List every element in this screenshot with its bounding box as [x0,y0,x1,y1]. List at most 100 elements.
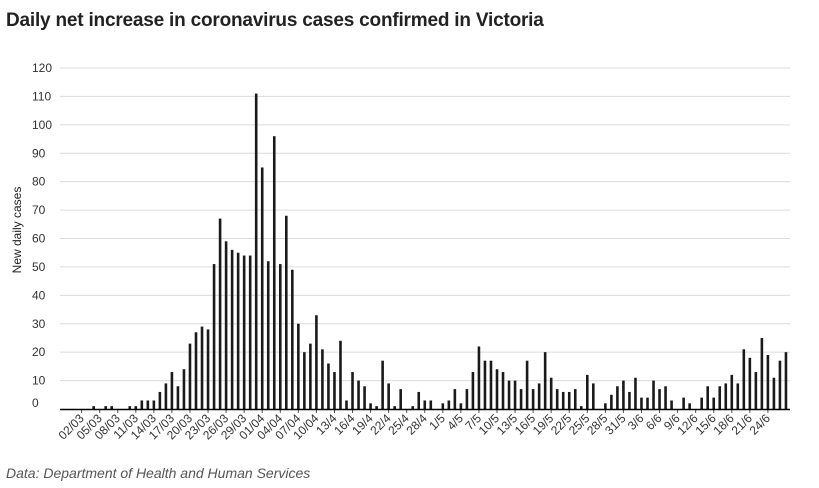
bar [501,372,505,409]
y-tick-label: 100 [32,118,52,132]
bar [712,397,716,409]
y-tick-label: 80 [32,175,46,189]
bar [321,349,324,409]
bar [652,380,655,409]
y-tick-label: 30 [32,317,46,331]
bar [206,329,210,409]
bar [507,380,511,409]
bars [92,93,788,409]
bar [278,264,282,409]
bar [519,389,523,409]
data-source-note: Data: Department of Health and Human Ser… [6,465,311,481]
bar [471,372,475,409]
y-tick-label: 120 [32,61,52,75]
bar [592,383,595,409]
bar [634,377,637,409]
bar [158,391,162,409]
chart-title: Daily net increase in coronavirus cases … [6,10,544,31]
bar [236,252,240,409]
bar [429,400,433,409]
bar [164,383,168,409]
bar [200,326,204,409]
bar [778,360,782,409]
bar [628,391,631,409]
bar [718,386,722,409]
bar [218,218,222,409]
bar [513,380,517,409]
bar [610,394,613,409]
y-tick-label: 10 [32,374,46,388]
bar [303,352,306,409]
bar [291,269,294,409]
bar [224,241,228,409]
bar [176,386,180,409]
bar [417,391,421,409]
bar [441,403,445,409]
y-tick-label: 110 [32,89,51,103]
bar [579,406,583,409]
bar [327,363,330,409]
bar [146,400,150,409]
bar [393,406,396,409]
bar [736,383,740,409]
bar [658,389,661,409]
bar [92,406,95,409]
bar [152,400,156,409]
bar [104,406,107,409]
bar [447,400,451,409]
bar [381,360,384,409]
bar [375,406,378,409]
bar [622,380,625,409]
bar [254,93,258,409]
bar [700,397,703,409]
y-axis-ticks: 0 10 20 30 40 50 60 70 80 90 100 110 120 [32,61,52,410]
y-tick-label: 90 [32,146,46,160]
bar [285,215,288,409]
bar [363,386,366,409]
bar [543,352,547,409]
bar [784,352,788,409]
bar [339,340,342,409]
bar [315,315,318,409]
bar [134,406,138,409]
bar [724,383,728,409]
y-tick-label: 50 [32,260,46,274]
bar [369,403,372,409]
bar [760,337,764,409]
bar [110,406,114,409]
bar [345,400,348,409]
x-tick-label: 28/4 [403,411,430,438]
bar [573,389,577,409]
bar [561,391,565,409]
bar [567,391,571,409]
bar [477,346,481,409]
bar [555,389,559,409]
bar [357,380,360,409]
bar [706,386,709,409]
bar [242,255,246,409]
bar [772,377,776,409]
x-tick-label: 31/5 [602,411,629,438]
bar [423,400,427,409]
bar [272,136,276,409]
bar [495,369,499,409]
bar [525,360,529,409]
bar [266,261,270,409]
bar [489,360,493,409]
y-axis-label: New daily cases [10,187,24,274]
bar [188,343,192,409]
bar [754,372,758,409]
bar [128,406,132,409]
bar [333,372,336,409]
bar [230,249,234,409]
bar [766,355,770,409]
bar [748,357,752,409]
bar [549,377,553,409]
y-tick-label: 60 [32,232,46,246]
bar [170,372,174,409]
bar [742,349,746,409]
x-tick-label: 24/6 [747,411,774,438]
y-tick-label: 20 [32,345,46,359]
y-tick-label: 40 [32,288,46,302]
